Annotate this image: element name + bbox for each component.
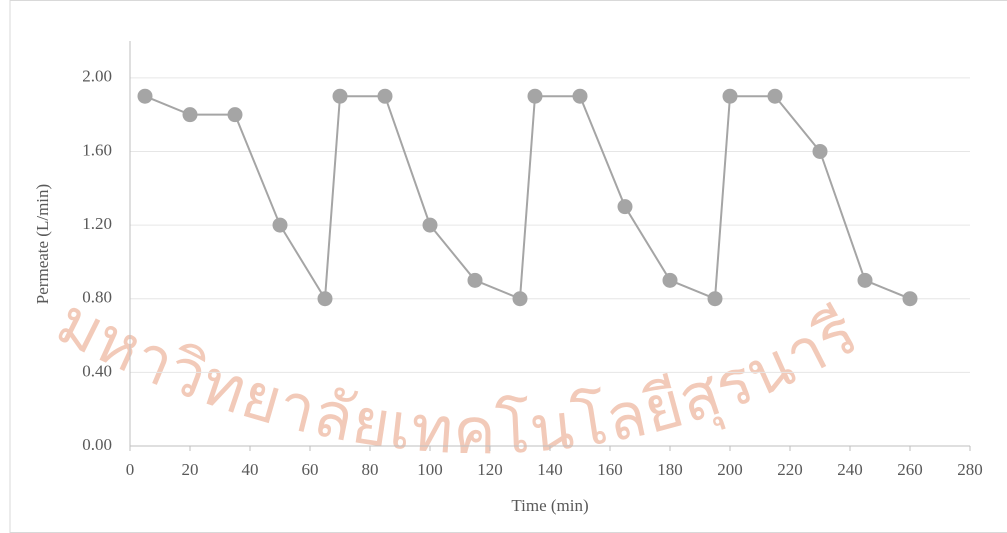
- y-tick-label: 0.80: [82, 288, 112, 307]
- watermark-text: มหาวิทยาลัยเทคโนโลยีสุรนารี: [45, 284, 870, 469]
- data-point: [903, 292, 917, 306]
- x-tick-label: 100: [417, 460, 443, 479]
- data-point: [273, 218, 287, 232]
- x-tick-label: 120: [477, 460, 503, 479]
- data-point: [513, 292, 527, 306]
- x-tick-label: 280: [957, 460, 983, 479]
- data-point: [768, 89, 782, 103]
- x-tick-label: 180: [657, 460, 683, 479]
- data-point: [618, 200, 632, 214]
- x-tick-label: 240: [837, 460, 863, 479]
- x-tick-label: 200: [717, 460, 743, 479]
- watermark: มหาวิทยาลัยเทคโนโลยีสุรนารี: [45, 284, 870, 469]
- data-point: [708, 292, 722, 306]
- chart: มหาวิทยาลัยเทคโนโลยีสุรนารี Time (min) P…: [0, 0, 1007, 533]
- data-point: [813, 144, 827, 158]
- series-line: [145, 96, 910, 299]
- y-axis-label: Permeate (L/min): [33, 184, 52, 304]
- data-point: [468, 273, 482, 287]
- x-axis-label: Time (min): [511, 496, 588, 515]
- y-tick-label: 2.00: [82, 67, 112, 86]
- y-tick-label: 0.00: [82, 435, 112, 454]
- data-point: [723, 89, 737, 103]
- x-tick-label: 20: [182, 460, 199, 479]
- data-point: [318, 292, 332, 306]
- x-tick-label: 140: [537, 460, 563, 479]
- data-point: [858, 273, 872, 287]
- y-tick-label: 1.60: [82, 140, 112, 159]
- y-tick-label: 0.40: [82, 361, 112, 380]
- data-point: [573, 89, 587, 103]
- x-tick-label: 40: [242, 460, 259, 479]
- data-point: [138, 89, 152, 103]
- data-point: [528, 89, 542, 103]
- x-tick-label: 220: [777, 460, 803, 479]
- x-tick-label: 80: [362, 460, 379, 479]
- x-tick-label: 0: [126, 460, 135, 479]
- page: มหาวิทยาลัยเทคโนโลยีสุรนารี Time (min) P…: [0, 0, 1007, 533]
- x-tick-label: 60: [302, 460, 319, 479]
- data-point: [423, 218, 437, 232]
- y-tick-label: 1.20: [82, 214, 112, 233]
- x-tick-label: 160: [597, 460, 623, 479]
- data-point: [663, 273, 677, 287]
- data-point: [228, 108, 242, 122]
- x-tick-label: 260: [897, 460, 923, 479]
- data-point: [183, 108, 197, 122]
- data-point: [378, 89, 392, 103]
- data-point: [333, 89, 347, 103]
